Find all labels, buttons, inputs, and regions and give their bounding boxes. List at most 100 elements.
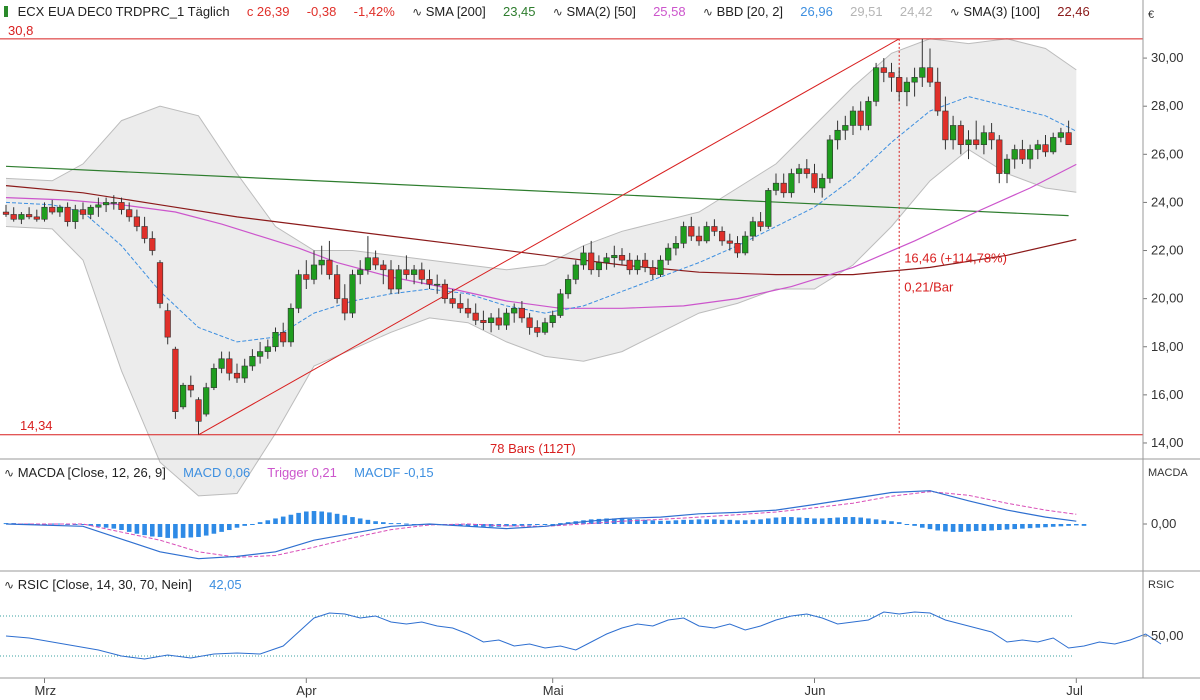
candle-body	[95, 204, 102, 208]
candle	[195, 397, 202, 435]
candle	[772, 173, 780, 196]
macdf-bar	[304, 511, 309, 524]
macdf-bar	[126, 524, 132, 532]
candle	[726, 233, 733, 251]
candle-body	[888, 72, 895, 78]
candle	[2, 204, 10, 217]
candle	[757, 212, 764, 232]
bbd-lower-value: 24,42	[899, 4, 933, 19]
rsi-panel[interactable]: 50,00 RSIC	[0, 579, 1184, 660]
macdf-bar	[827, 517, 833, 524]
candle	[41, 202, 48, 222]
candle	[180, 382, 187, 410]
candle	[326, 240, 333, 280]
macdf-bar	[227, 524, 232, 531]
candle	[295, 269, 302, 314]
candle	[18, 212, 25, 225]
macdf-bar	[1058, 524, 1064, 527]
macdf-bar	[619, 518, 625, 524]
candle-body	[942, 110, 949, 141]
candle-body	[541, 322, 549, 333]
macdf-bar	[211, 524, 217, 534]
macdf-bar	[188, 524, 194, 538]
bbd-label: BBD [20, 2]	[716, 4, 784, 19]
macdf-bar	[381, 522, 386, 524]
sma100-value: 22,46	[1057, 4, 1090, 19]
candle	[557, 289, 564, 318]
candle-body	[564, 279, 572, 295]
candle-body	[333, 274, 341, 299]
candle	[118, 197, 125, 215]
macdf-bar	[96, 524, 101, 527]
macdf-bar	[111, 524, 117, 529]
macdf-bar	[843, 517, 848, 524]
macdf-bar	[527, 524, 532, 526]
bollinger-upper-line	[5, 38, 1077, 271]
candle	[819, 173, 826, 198]
candle-body	[965, 139, 972, 145]
candle	[526, 313, 533, 335]
candle	[949, 115, 957, 150]
candle-body	[534, 327, 541, 333]
macd-panel[interactable]: 0,00 MACDA	[3, 467, 1189, 560]
candle-body	[680, 226, 687, 244]
candle	[903, 77, 910, 107]
candle-body	[557, 293, 564, 316]
candle-body	[1057, 132, 1064, 138]
change-value: -0,38	[306, 4, 337, 19]
macdf-bar	[342, 515, 348, 524]
candle-body	[233, 372, 241, 379]
candle-body	[1027, 149, 1034, 160]
y-tick-label: 28,00	[1151, 98, 1184, 113]
per-bar-label: 0,21/Bar	[904, 279, 954, 294]
gain-label: 16,46 (+114,78%)	[904, 251, 1007, 266]
macdf-bar	[766, 518, 771, 524]
candle	[934, 67, 941, 116]
candle-body	[357, 269, 364, 275]
candle-body	[480, 319, 487, 323]
candle	[357, 260, 364, 285]
candle-body	[133, 216, 141, 227]
x-tick-label: Jun	[805, 683, 826, 698]
macdf-bar	[673, 520, 679, 524]
candle-body	[203, 387, 210, 415]
price-panel[interactable]: 14,00 16,00 18,00 20,00 22,00 24,00 26,00 28,00…	[0, 23, 1184, 497]
candle	[518, 301, 525, 323]
candle	[665, 243, 672, 265]
bollinger-lower-line	[5, 148, 1077, 497]
candle-body	[72, 209, 79, 222]
candle	[919, 38, 926, 87]
candle	[426, 269, 433, 290]
macdf-bar	[789, 517, 794, 524]
candle	[233, 363, 241, 383]
candle	[56, 204, 63, 217]
candle-body	[603, 257, 610, 263]
y-tick-label: 30,00	[1151, 50, 1184, 65]
sma50-value: 25,58	[653, 4, 686, 19]
candle-body	[87, 206, 94, 215]
macdf-bar	[219, 524, 224, 532]
candle	[703, 221, 710, 244]
macdf-bar	[273, 518, 278, 524]
macdf-bar	[327, 512, 332, 524]
candle-body	[210, 368, 218, 388]
candle	[996, 135, 1003, 184]
candle	[657, 255, 664, 277]
panel-frames	[0, 0, 1200, 679]
candle	[888, 62, 895, 92]
sma200-value: 23,45	[502, 4, 536, 19]
candle-body	[79, 209, 87, 215]
candle	[164, 303, 171, 345]
candle-body	[772, 182, 780, 191]
candle-body	[572, 264, 579, 280]
candle-body	[580, 252, 587, 266]
y-tick-label: 20,00	[1151, 291, 1184, 306]
candle-body	[896, 77, 903, 93]
trigger-value: Trigger 0,21	[267, 465, 337, 480]
x-tick-label: Apr	[296, 683, 317, 698]
candle-body	[618, 255, 626, 261]
candle	[603, 252, 610, 270]
candle-body	[256, 351, 264, 357]
candle	[103, 197, 110, 213]
